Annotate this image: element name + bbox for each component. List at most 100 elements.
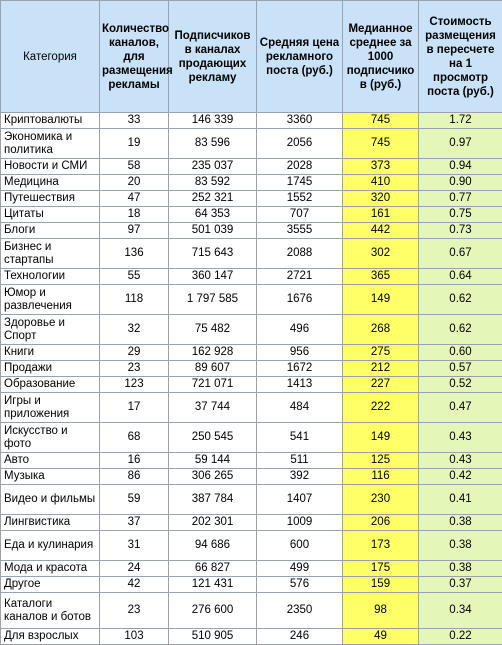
channels-cell: 123 — [100, 377, 169, 393]
channels-cell: 58 — [100, 159, 169, 175]
category-cell: Цитаты — [1, 207, 100, 223]
channels-cell: 103 — [100, 629, 169, 645]
median-per-1000-cell: 173 — [343, 531, 419, 561]
avg-price-cell: 1552 — [257, 191, 343, 207]
channels-cell: 20 — [100, 175, 169, 191]
cost-per-view-cell: 0.43 — [419, 453, 502, 469]
avg-price-cell: 1672 — [257, 361, 343, 377]
category-cell: Игры и приложения — [1, 393, 100, 423]
channels-cell: 136 — [100, 239, 169, 269]
avg-price-cell: 3555 — [257, 223, 343, 239]
median-per-1000-cell: 268 — [343, 315, 419, 345]
avg-price-cell: 600 — [257, 531, 343, 561]
channels-cell: 68 — [100, 423, 169, 453]
cost-per-view-cell: 0.62 — [419, 285, 502, 315]
avg-price-cell: 2028 — [257, 159, 343, 175]
category-cell: Музыка — [1, 469, 100, 485]
subscribers-cell: 715 643 — [169, 239, 257, 269]
channels-cell: 31 — [100, 531, 169, 561]
cost-per-view-cell: 0.77 — [419, 191, 502, 207]
channels-cell: 23 — [100, 593, 169, 629]
category-cell: Криптовалюты — [1, 113, 100, 129]
subscribers-cell: 121 431 — [169, 577, 257, 593]
channels-cell: 32 — [100, 315, 169, 345]
cost-per-view-cell: 0.73 — [419, 223, 502, 239]
median-per-1000-cell: 175 — [343, 561, 419, 577]
channels-cell: 55 — [100, 269, 169, 285]
median-per-1000-cell: 49 — [343, 629, 419, 645]
category-cell: Образование — [1, 377, 100, 393]
channels-cell: 33 — [100, 113, 169, 129]
header-cost-per-view: Стоимость размещения в пересчете на 1 пр… — [419, 1, 502, 113]
avg-price-cell: 511 — [257, 453, 343, 469]
cost-per-view-cell: 0.38 — [419, 561, 502, 577]
header-subscribers: Подписчиков в каналах продающих рекламу — [169, 1, 257, 113]
median-per-1000-cell: 149 — [343, 285, 419, 315]
channels-cell: 59 — [100, 485, 169, 515]
subscribers-cell: 721 071 — [169, 377, 257, 393]
cost-per-view-cell: 0.43 — [419, 423, 502, 453]
channels-cell: 16 — [100, 453, 169, 469]
median-per-1000-cell: 275 — [343, 345, 419, 361]
avg-price-cell: 956 — [257, 345, 343, 361]
channels-cell: 97 — [100, 223, 169, 239]
subscribers-cell: 59 144 — [169, 453, 257, 469]
category-cell: Технологии — [1, 269, 100, 285]
median-per-1000-cell: 159 — [343, 577, 419, 593]
cost-per-view-cell: 0.57 — [419, 361, 502, 377]
median-per-1000-cell: 149 — [343, 423, 419, 453]
category-cell: Авто — [1, 453, 100, 469]
cost-per-view-cell: 0.60 — [419, 345, 502, 361]
subscribers-cell: 387 784 — [169, 485, 257, 515]
category-cell: Лингвистика — [1, 515, 100, 531]
category-cell: Для взрослых — [1, 629, 100, 645]
avg-price-cell: 1676 — [257, 285, 343, 315]
subscribers-cell: 83 592 — [169, 175, 257, 191]
subscribers-cell: 89 607 — [169, 361, 257, 377]
category-cell: Блоги — [1, 223, 100, 239]
subscribers-cell: 306 265 — [169, 469, 257, 485]
cost-per-view-cell: 0.62 — [419, 315, 502, 345]
channels-cell: 42 — [100, 577, 169, 593]
cost-per-view-cell: 0.94 — [419, 159, 502, 175]
cost-per-view-cell: 0.64 — [419, 269, 502, 285]
subscribers-cell: 501 039 — [169, 223, 257, 239]
channels-cell: 29 — [100, 345, 169, 361]
median-per-1000-cell: 365 — [343, 269, 419, 285]
channels-cell: 23 — [100, 361, 169, 377]
subscribers-cell: 252 321 — [169, 191, 257, 207]
header-channels: Количество каналов, для размещения рекла… — [100, 1, 169, 113]
median-per-1000-cell: 745 — [343, 129, 419, 159]
median-per-1000-cell: 230 — [343, 485, 419, 515]
avg-price-cell: 1009 — [257, 515, 343, 531]
cost-per-view-cell: 0.67 — [419, 239, 502, 269]
subscribers-cell: 360 147 — [169, 269, 257, 285]
median-per-1000-cell: 222 — [343, 393, 419, 423]
channels-cell: 37 — [100, 515, 169, 531]
cost-per-view-cell: 0.22 — [419, 629, 502, 645]
channels-cell: 118 — [100, 285, 169, 315]
avg-price-cell: 484 — [257, 393, 343, 423]
avg-price-cell: 2056 — [257, 129, 343, 159]
category-cell: Бизнес и стартапы — [1, 239, 100, 269]
avg-price-cell: 1745 — [257, 175, 343, 191]
channels-cell: 19 — [100, 129, 169, 159]
header-category: Категория — [1, 1, 100, 113]
channels-cell: 24 — [100, 561, 169, 577]
cost-per-view-cell: 0.42 — [419, 469, 502, 485]
